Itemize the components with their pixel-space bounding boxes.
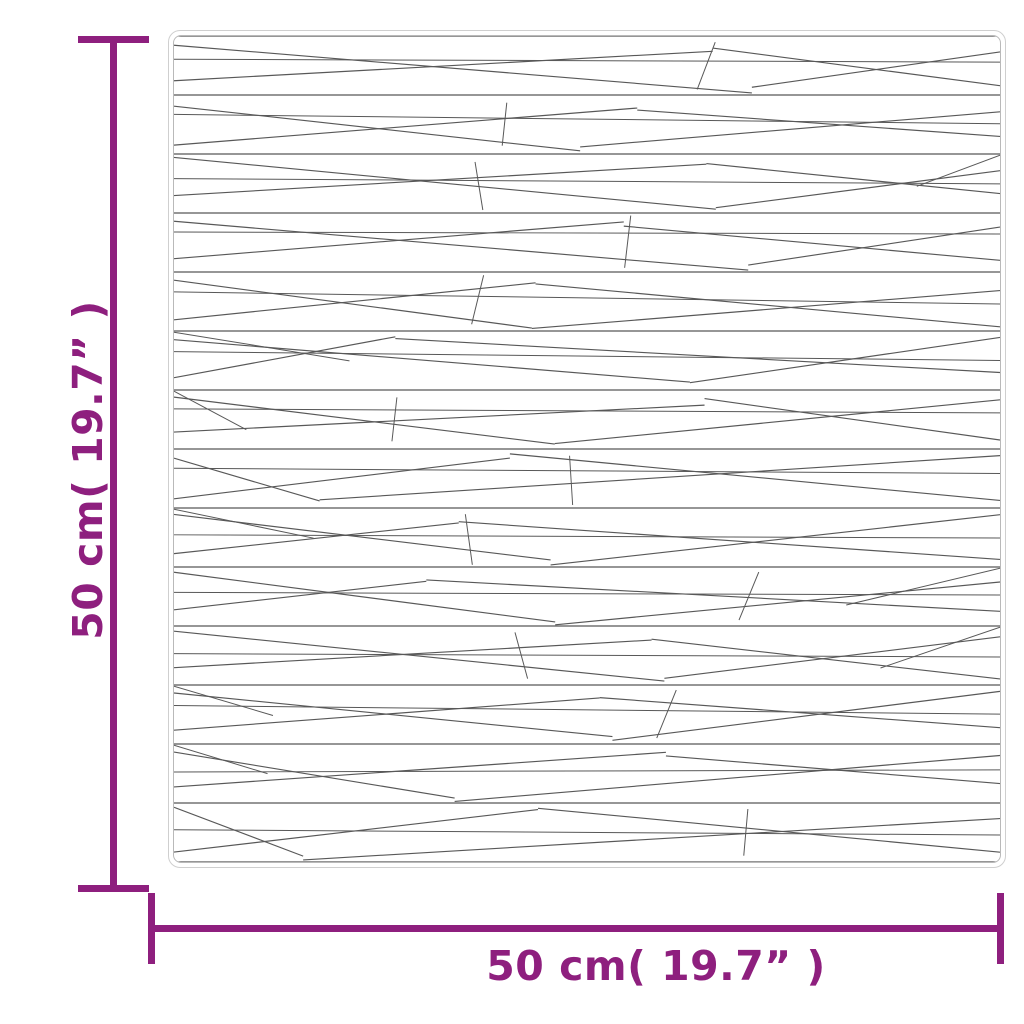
vertical-dimension-line	[110, 36, 117, 892]
stone-texture	[174, 36, 1000, 862]
vertical-dimension-cap-top	[78, 36, 149, 43]
horizontal-dimension-cap-left	[148, 893, 155, 964]
vertical-dimension-cap-bottom	[78, 885, 149, 892]
horizontal-dimension-line	[148, 925, 1004, 932]
horizontal-dimension-cap-right	[997, 893, 1004, 964]
wall-panel	[168, 30, 1006, 868]
height-dimension-label: 50 cm( 19.7” )	[64, 300, 112, 640]
width-dimension-label: 50 cm( 19.7” )	[486, 942, 826, 990]
wall-panel-surface	[173, 35, 1001, 863]
